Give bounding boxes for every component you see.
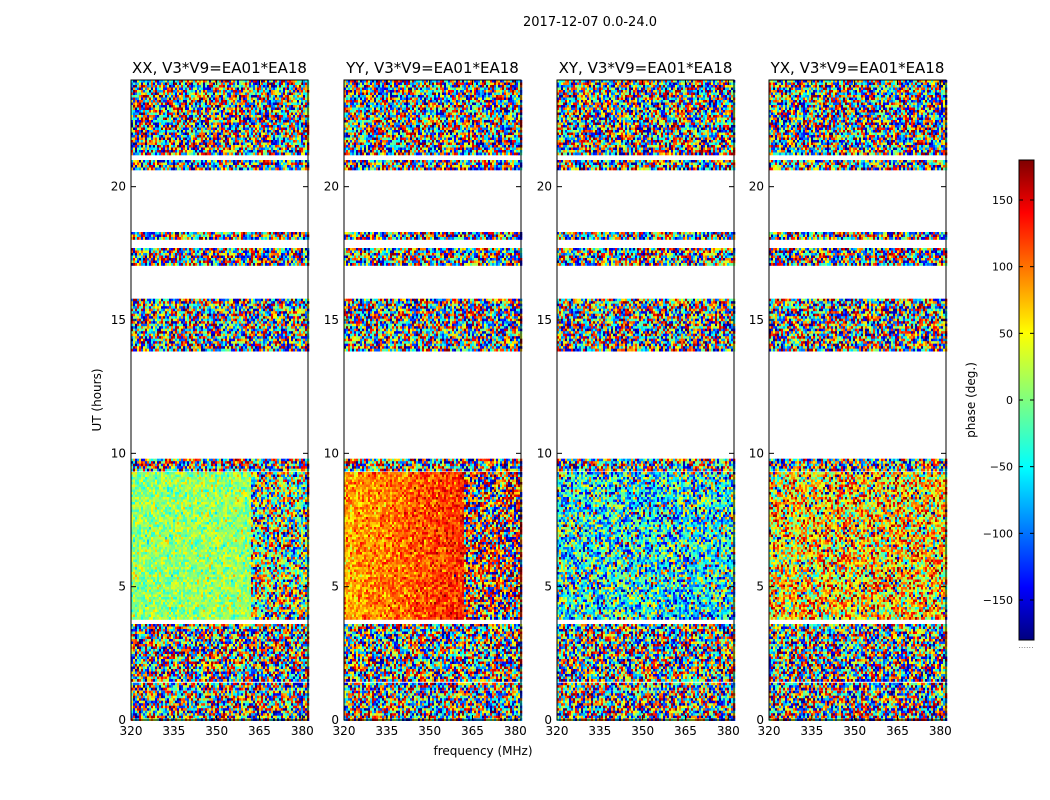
- x-tick-label: 335: [588, 724, 611, 738]
- x-tick-label: 380: [929, 724, 952, 738]
- colorbar-label: phase (deg.): [964, 362, 978, 438]
- y-tick-label: 20: [111, 180, 126, 194]
- x-tick-label: 365: [461, 724, 484, 738]
- x-tick-label: 350: [418, 724, 441, 738]
- x-tick-label: 335: [162, 724, 185, 738]
- y-tick-label: 5: [756, 580, 764, 594]
- figure-title: 2017-12-07 0.0-24.0: [523, 15, 657, 30]
- x-tick-label: 350: [631, 724, 654, 738]
- y-tick-label: 15: [111, 313, 126, 327]
- colorbar-tick-label: 150: [992, 194, 1013, 207]
- panel-title: YX, V3*V9=EA01*EA18: [770, 59, 945, 77]
- y-tick-label: 5: [331, 580, 339, 594]
- figure: 2017-12-07 0.0-24.0 320 335 350 365 38005101…: [0, 0, 1050, 800]
- colorbar-tick-label: −50: [990, 461, 1013, 474]
- y-tick-label: 0: [756, 713, 764, 727]
- y-axis-label: UT (hours): [90, 368, 104, 431]
- y-tick-label: 10: [324, 446, 339, 460]
- y-tick-label: 20: [749, 180, 764, 194]
- colorbar-tick-label: −150: [983, 594, 1013, 607]
- y-tick-label: 10: [111, 446, 126, 460]
- y-tick-label: 10: [537, 446, 552, 460]
- x-tick-label: 380: [291, 724, 314, 738]
- y-tick-label: 0: [118, 713, 126, 727]
- colorbar-tick-label: 50: [999, 327, 1013, 340]
- y-tick-label: 0: [544, 713, 552, 727]
- x-tick-label: 335: [375, 724, 398, 738]
- x-tick-label: 350: [205, 724, 228, 738]
- x-tick-label: 380: [504, 724, 527, 738]
- colorbar-tick-label: 100: [992, 261, 1013, 274]
- colorbar: 150 100 50 0 −50 −100 −150 phase (deg.) ......: [964, 160, 1034, 650]
- y-tick-label: 20: [324, 180, 339, 194]
- y-tick-label: 0: [331, 713, 339, 727]
- colorbar-tick-label: 0: [1006, 394, 1013, 407]
- colorbar-tick-label: −100: [983, 527, 1013, 540]
- y-tick-label: 5: [544, 580, 552, 594]
- panel-title: XX, V3*V9=EA01*EA18: [132, 59, 307, 77]
- y-tick-label: 5: [118, 580, 126, 594]
- x-tick-label: 365: [248, 724, 271, 738]
- y-tick-label: 15: [537, 313, 552, 327]
- y-tick-label: 15: [749, 313, 764, 327]
- panel-title: XY, V3*V9=EA01*EA18: [559, 59, 733, 77]
- x-tick-label: 365: [674, 724, 697, 738]
- colorbar-footer: ......: [1018, 641, 1033, 650]
- y-tick-label: 20: [537, 180, 552, 194]
- x-tick-label: 380: [717, 724, 740, 738]
- panel-title: YY, V3*V9=EA01*EA18: [345, 59, 519, 77]
- y-tick-label: 10: [749, 446, 764, 460]
- x-tick-label: 365: [886, 724, 909, 738]
- x-axis-label: frequency (MHz): [433, 744, 532, 758]
- y-tick-label: 15: [324, 313, 339, 327]
- x-tick-label: 350: [843, 724, 866, 738]
- x-tick-label: 335: [800, 724, 823, 738]
